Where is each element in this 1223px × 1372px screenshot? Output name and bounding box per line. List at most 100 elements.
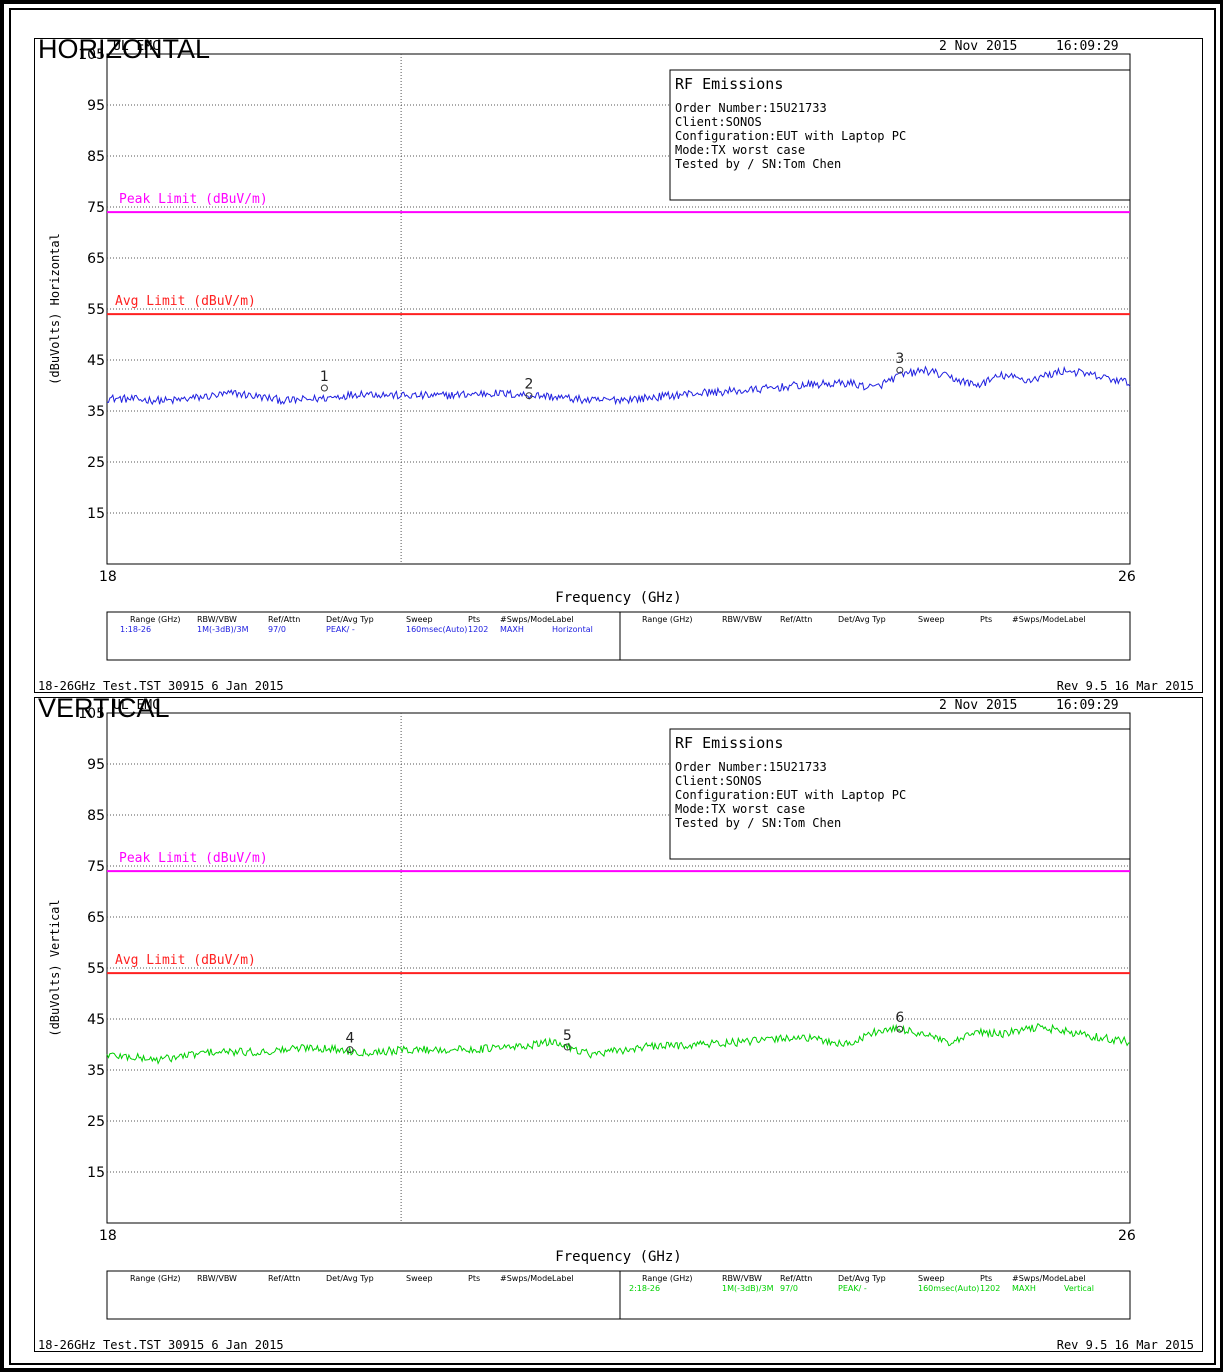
info-box-line: Tested by / SN:Tom Chen [675, 816, 841, 830]
settings-value-left: Horizontal [552, 625, 593, 634]
settings-header-right: Det/Avg Typ [838, 1274, 886, 1283]
header-time: 16:09:29 [1056, 39, 1119, 54]
settings-value-right: PEAK/ - [838, 1284, 867, 1293]
avg-limit-label: Avg Limit (dBuV/m) [115, 294, 256, 309]
y-tick-label: 15 [87, 506, 105, 522]
marker-label: 2 [525, 377, 534, 393]
info-box-title: RF Emissions [675, 75, 783, 93]
settings-header-right: Ref/Attn [780, 615, 812, 624]
x-tick-label-end: 26 [1118, 569, 1136, 585]
settings-table [106, 1270, 1131, 1320]
panel-border [34, 697, 1203, 1352]
info-box-line: Client:SONOS [675, 115, 762, 129]
y-tick-label: 35 [87, 1063, 105, 1079]
settings-header-left: Label [552, 615, 574, 624]
settings-header-left: Pts [468, 1274, 480, 1283]
section-title-horizontal: HORIZONTAL [38, 34, 211, 64]
settings-value-right: 97/0 [780, 1284, 798, 1293]
settings-header-right: Range (GHz) [642, 1274, 693, 1283]
settings-header-left: Det/Avg Typ [326, 615, 374, 624]
chart-panel-vertical: UL EMC 2 Nov 2015 16:09:29 105 95 85 75 65 55 45 3… [34, 695, 1204, 1353]
peak-limit-label: Peak Limit (dBuV/m) [119, 192, 268, 207]
y-tick-label: 105 [78, 706, 105, 722]
x-tick-label-start: 18 [99, 569, 117, 585]
info-box-title: RF Emissions [675, 734, 783, 752]
settings-value-right: 160msec(Auto) [918, 1284, 979, 1293]
settings-header-right: Det/Avg Typ [838, 615, 886, 624]
settings-value-right: 2:18-26 [629, 1284, 660, 1293]
section-title-vertical: VERTICAL [38, 693, 170, 723]
footer-left: 18-26GHz Test.TST 30915 6 Jan 2015 [38, 679, 284, 693]
x-axis-label: Frequency (GHz) [555, 590, 681, 606]
marker-label: 4 [346, 1031, 355, 1047]
marker-point [525, 392, 533, 400]
settings-header-left: #Swps/Mode [500, 615, 552, 624]
settings-header-right: Sweep [918, 615, 945, 624]
x-tick-label-end: 26 [1118, 1228, 1136, 1244]
header-date: 2 Nov 2015 [939, 698, 1017, 713]
y-tick-label: 45 [87, 353, 105, 369]
y-tick-label: 25 [87, 455, 105, 471]
marker-label: 5 [563, 1028, 572, 1044]
settings-header-right: Label [1064, 615, 1086, 624]
chart-svg-vertical: UL EMC 2 Nov 2015 16:09:291059585756555453… [34, 697, 1203, 1352]
settings-header-left: RBW/VBW [197, 1274, 237, 1283]
x-tick-label-start: 18 [99, 1228, 117, 1244]
settings-header-right: RBW/VBW [722, 615, 762, 624]
header-time: 16:09:29 [1056, 698, 1119, 713]
info-box-line: Configuration:EUT with Laptop PC [675, 788, 906, 802]
y-axis-label: (dBuVolts) Horizontal [48, 233, 62, 385]
avg-limit-label: Avg Limit (dBuV/m) [115, 953, 256, 968]
header-date: 2 Nov 2015 [939, 39, 1017, 54]
y-tick-label: 35 [87, 404, 105, 420]
chart-panel-horizontal: UL EMC 2 Nov 2015 16:09:29 105 95 85 75 65 55 45 3… [34, 36, 1204, 694]
y-tick-label: 55 [87, 302, 105, 318]
settings-header-left: #Swps/Mode [500, 1274, 552, 1283]
settings-value-left: 1:18-26 [120, 625, 151, 634]
info-box-line: Mode:TX worst case [675, 143, 805, 157]
settings-header-left: RBW/VBW [197, 615, 237, 624]
x-axis-label: Frequency (GHz) [555, 1249, 681, 1265]
y-tick-label: 95 [87, 757, 105, 773]
inner-frame [9, 8, 1216, 1365]
footer-right: Rev 9.5 16 Mar 2015 [1057, 679, 1194, 693]
marker-label: 1 [320, 369, 329, 385]
settings-value-right: 1202 [980, 1284, 1000, 1293]
settings-value-left: 1202 [468, 625, 488, 634]
settings-value-right: MAXH [1012, 1284, 1036, 1293]
settings-value-left: 1M(-3dB)/3M [197, 625, 249, 634]
y-tick-label: 85 [87, 808, 105, 824]
info-box-line: Tested by / SN:Tom Chen [675, 157, 841, 171]
settings-header-left: Sweep [406, 1274, 433, 1283]
marker-label: 6 [895, 1010, 904, 1026]
footer-left: 18-26GHz Test.TST 30915 6 Jan 2015 [38, 1338, 284, 1352]
settings-header-left: Det/Avg Typ [326, 1274, 374, 1283]
info-box-line: Mode:TX worst case [675, 802, 805, 816]
settings-header-right: Sweep [918, 1274, 945, 1283]
y-tick-label: 15 [87, 1165, 105, 1181]
settings-value-right: 1M(-3dB)/3M [722, 1284, 774, 1293]
settings-header-right: #Swps/Mode [1012, 1274, 1064, 1283]
settings-header-left: Sweep [406, 615, 433, 624]
settings-header-left: Label [552, 1274, 574, 1283]
y-tick-label: 65 [87, 251, 105, 267]
settings-header-right: #Swps/Mode [1012, 615, 1064, 624]
marker-point [563, 1043, 571, 1051]
marker-point [346, 1046, 354, 1054]
marker-point [896, 366, 904, 374]
settings-header-right: Pts [980, 1274, 992, 1283]
trace-line [106, 1022, 1131, 1065]
y-tick-label: 75 [87, 200, 105, 216]
marker-label: 3 [895, 351, 904, 367]
marker-point [320, 384, 328, 392]
settings-header-right: Pts [980, 615, 992, 624]
info-box-line: Configuration:EUT with Laptop PC [675, 129, 906, 143]
info-box-line: Order Number:15U21733 [675, 101, 827, 115]
y-tick-label: 105 [78, 47, 105, 63]
settings-value-left: 97/0 [268, 625, 286, 634]
chart-svg-horizontal: UL EMC 2 Nov 2015 16:09:29 105 95 85 75 65 55 45 3… [34, 38, 1203, 693]
header-left-label: UL EMC [113, 39, 160, 54]
y-tick-label: 25 [87, 1114, 105, 1130]
y-tick-label: 95 [87, 98, 105, 114]
